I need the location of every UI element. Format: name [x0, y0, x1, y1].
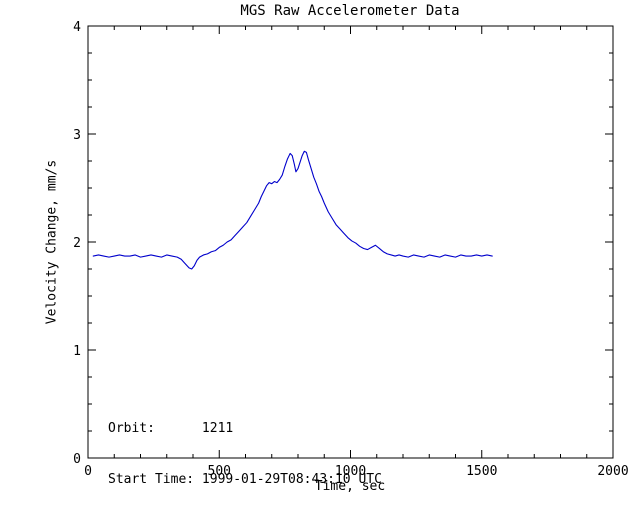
velocity-line	[92, 150, 493, 270]
y-tick-label: 2	[73, 236, 81, 251]
x-tick-label: 2000	[597, 464, 628, 479]
orbit-annotations: Orbit: 1211 Start Time: 1999-01-29T08:43…	[108, 386, 382, 512]
y-tick-label: 4	[73, 20, 81, 35]
y-tick-label: 1	[73, 344, 81, 359]
y-tick-label: 0	[73, 452, 81, 467]
x-tick-label: 0	[84, 464, 92, 479]
x-tick-label: 1000	[335, 464, 366, 479]
y-axis-label: Velocity Change, mm/s	[44, 159, 60, 325]
x-tick-label: 1500	[466, 464, 497, 479]
annotation-start-time: Start Time: 1999-01-29T08:43:10 UTC	[108, 472, 382, 487]
x-tick-label: 500	[208, 464, 231, 479]
y-tick-label: 3	[73, 128, 81, 143]
chart-title: MGS Raw Accelerometer Data	[240, 3, 460, 19]
x-axis-label: Time, sec	[314, 479, 386, 494]
annotation-orbit: Orbit: 1211	[108, 421, 234, 436]
